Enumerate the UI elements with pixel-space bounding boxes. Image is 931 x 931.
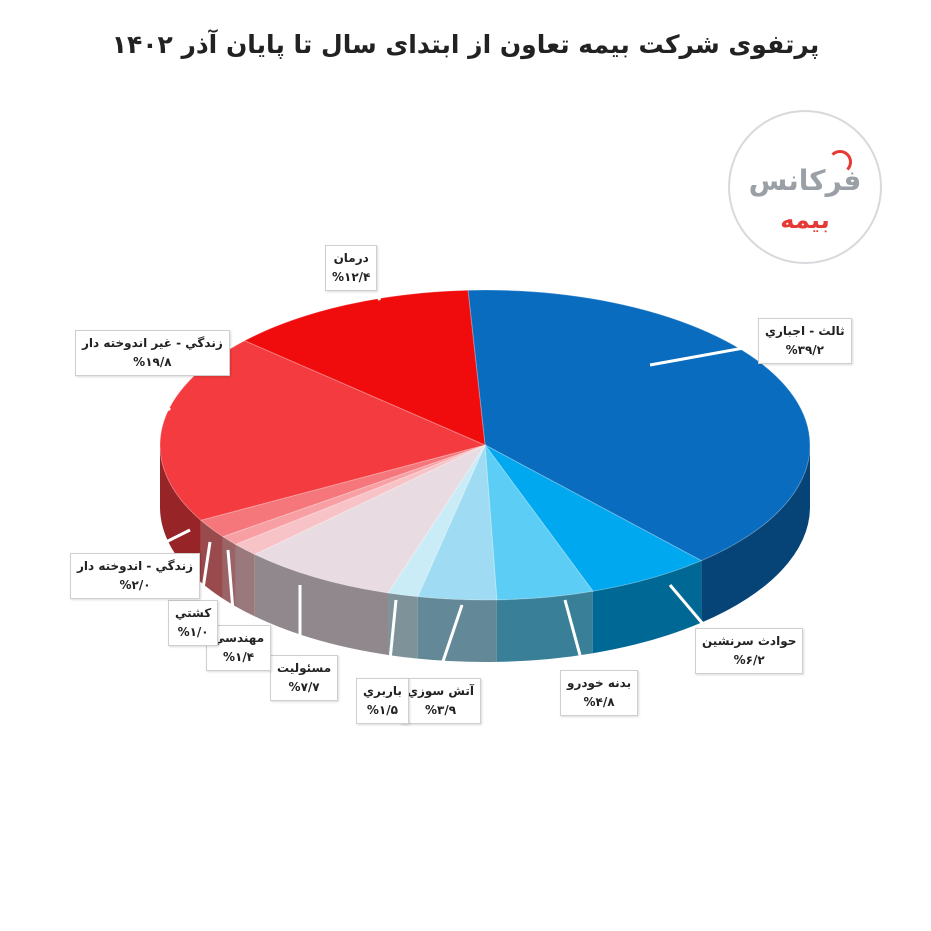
data-label: زندگي - غير اندوخته دار %۱۹/۸ xyxy=(75,330,230,376)
data-label-name: باربري xyxy=(363,684,402,698)
data-label-name: آتش سوزي xyxy=(407,684,474,698)
data-label-name: زندگي - اندوخته دار xyxy=(77,559,193,573)
pie-slice xyxy=(387,444,486,598)
data-label-name: كشتي xyxy=(175,606,212,620)
data-label: ثالث - اجباري %۳۹/۲ xyxy=(758,318,852,364)
chart-title: پرتفوی شرکت بیمه تعاون از ابتدای سال تا … xyxy=(111,30,820,59)
data-label: حوادث سرنشين %۶/۲ xyxy=(695,628,804,674)
data-label: مهندسي %۱/۴ xyxy=(206,625,272,671)
data-label-value: %۲/۰ xyxy=(119,578,151,592)
pie-slice xyxy=(199,444,486,538)
data-label-value: %۳۹/۲ xyxy=(785,343,825,357)
signal-icon xyxy=(828,150,852,174)
pie-slice xyxy=(484,443,594,601)
data-label-name: حوادث سرنشين xyxy=(702,634,797,648)
pie-slice-side xyxy=(592,560,702,654)
logo-text-1: فرکانس xyxy=(748,164,862,197)
pie-slice xyxy=(253,443,487,594)
data-label-value: %۱۲/۴ xyxy=(332,270,371,284)
data-label-name: بدنه خودرو xyxy=(567,676,632,690)
data-label: آتش سوزي %۳/۹ xyxy=(400,678,481,724)
data-label: بدنه خودرو %۴/۸ xyxy=(560,670,639,716)
data-label: مسئوليت %۷/۷ xyxy=(270,655,339,701)
pie-slice-side xyxy=(160,445,201,583)
data-label-name: ثالث - اجباري xyxy=(765,324,845,338)
data-label-value: %۱۹/۸ xyxy=(133,355,172,369)
data-label-value: %۴/۸ xyxy=(583,695,615,709)
data-label-value: %۱/۵ xyxy=(366,703,398,717)
data-label-name: زندگي - غير اندوخته دار xyxy=(82,336,223,350)
data-label-name: مسئوليت xyxy=(277,661,332,675)
data-label: باربري %۱/۵ xyxy=(356,678,409,724)
data-label-value: %۱/۰ xyxy=(177,625,209,639)
pie-slice-side xyxy=(701,445,810,623)
pie-slice xyxy=(484,444,703,592)
pie-slice-side xyxy=(235,544,255,617)
logo-text-2: بیمه xyxy=(780,206,830,234)
data-label-value: %۱/۴ xyxy=(223,650,255,664)
data-label: درمان %۱۲/۴ xyxy=(325,245,378,291)
pie-slice-side xyxy=(254,554,389,655)
pie-slice xyxy=(234,444,486,555)
data-label-value: %۳/۹ xyxy=(424,703,457,717)
pie-slice xyxy=(416,444,498,601)
pie-slice-side xyxy=(200,520,223,599)
data-label-value: %۷/۷ xyxy=(288,680,320,694)
data-label-value: %۶/۲ xyxy=(733,653,765,667)
data-label: زندگي - اندوخته دار %۲/۰ xyxy=(70,553,200,599)
data-label: كشتي %۱/۰ xyxy=(168,600,219,646)
pie-slice xyxy=(221,444,486,545)
logo-watermark: فرکانس بیمه xyxy=(728,110,882,264)
data-label-name: مهندسي xyxy=(213,631,265,645)
data-label-name: درمان xyxy=(333,251,369,265)
pie-slice xyxy=(243,289,486,446)
pie-slice xyxy=(467,289,811,562)
pie-slice-side xyxy=(417,596,497,662)
